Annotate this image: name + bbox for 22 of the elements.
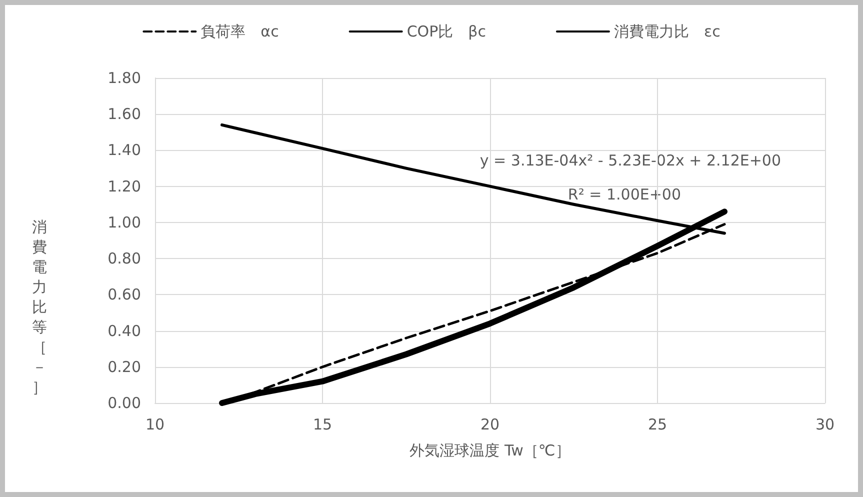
- y-tick-label: 1.40: [108, 141, 141, 160]
- y-tick-label: 0.60: [108, 286, 141, 304]
- x-tick-label: 30: [815, 416, 835, 434]
- y-tick-label: 1.80: [108, 69, 141, 87]
- legend-label: 負荷率 αc: [200, 22, 279, 40]
- legend-label: 消費電力比 εc: [614, 22, 720, 40]
- x-tick-label: 10: [145, 416, 165, 434]
- x-tick-label: 25: [648, 416, 668, 434]
- y-tick-label: 0.20: [108, 358, 141, 376]
- text: 消費電力比等［－］: [32, 218, 47, 396]
- y-tick-label: 1.60: [108, 105, 141, 124]
- y-tick-label: 0.00: [108, 394, 141, 412]
- x-tick-label: 15: [312, 416, 332, 434]
- y-tick-label: 1.00: [108, 213, 141, 232]
- annotation: y = 3.13E-04x² - 5.23E-02x + 2.12E+00: [480, 152, 782, 170]
- y-tick-label: 0.80: [108, 250, 141, 268]
- x-axis-title: 外気湿球温度 Tw［℃］: [410, 442, 570, 460]
- y-tick-label: 1.20: [108, 177, 141, 196]
- legend-label: COP比 βc: [406, 22, 486, 40]
- x-tick-label: 20: [480, 416, 500, 434]
- annotation: R² = 1.00E+00: [568, 186, 682, 204]
- y-tick-label: 0.40: [108, 322, 141, 340]
